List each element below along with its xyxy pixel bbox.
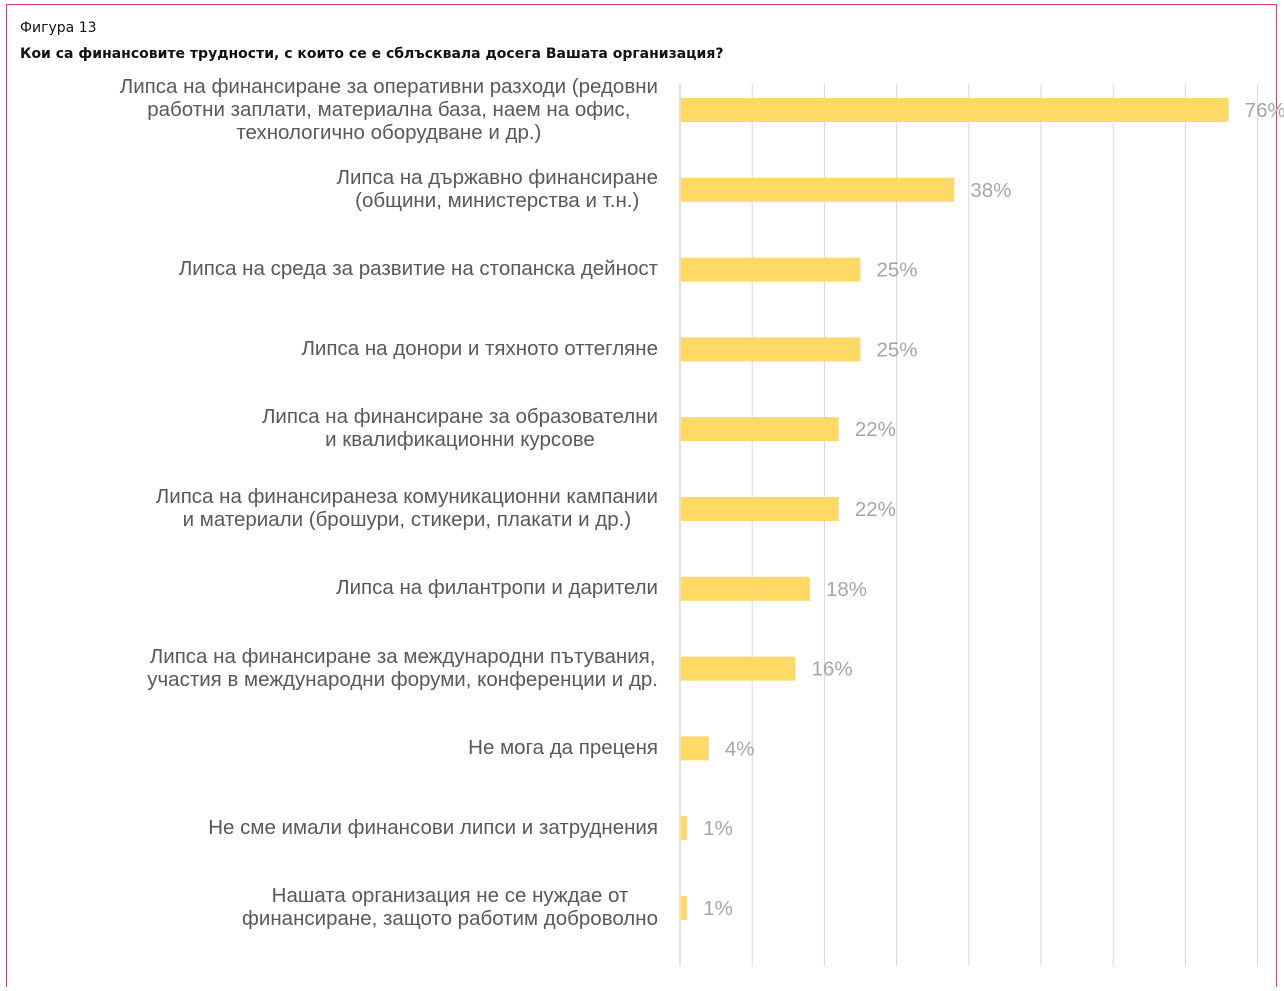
category-label: Липса на финансиране за оперативни разхо…: [119, 74, 658, 144]
category-label: Не мога да преценя: [468, 735, 658, 759]
data-label: 18%: [826, 578, 867, 601]
data-label: 22%: [855, 418, 896, 441]
bar: [681, 896, 688, 920]
figure-title: Кои са финансовите трудности, с които се…: [20, 46, 724, 62]
category-label: Липса на донори и тяхното оттегляне: [301, 336, 658, 360]
data-label: 25%: [877, 338, 918, 361]
bar: [681, 177, 955, 202]
category-label: Липса на среда за развитие на стопанска …: [178, 257, 658, 281]
category-label: Липса на финансиране за международни път…: [147, 644, 658, 691]
category-label: Липса на филантропи и дарители: [336, 576, 658, 600]
category-label: Нашата организация не се нуждае от финан…: [242, 884, 658, 930]
data-label: 76%: [1245, 99, 1284, 122]
bar: [681, 417, 839, 442]
bar: [681, 98, 1229, 122]
bar: [681, 337, 861, 362]
data-label: 4%: [725, 737, 755, 760]
category-label: Липса на финансиране за образователни и …: [261, 405, 658, 452]
bar: [681, 497, 839, 521]
category-label: Липса на финансиранеза комуникационни ка…: [155, 485, 658, 531]
data-label: 16%: [812, 658, 853, 681]
data-label: 22%: [855, 498, 896, 521]
bar: [681, 736, 709, 761]
bar: [681, 576, 810, 601]
data-label: 1%: [703, 817, 733, 840]
data-label: 25%: [877, 259, 918, 282]
data-label: 38%: [970, 179, 1011, 202]
figure-label: Фигура 13: [20, 20, 97, 36]
category-label: Не сме имали финансови липси и затруднен…: [208, 815, 658, 839]
figure-frame: [6, 4, 1277, 987]
bar: [681, 257, 861, 282]
data-label: 1%: [703, 897, 733, 920]
bar: [681, 816, 688, 841]
bar: [681, 656, 796, 681]
category-label: Липса на държавно финансиране (общини, м…: [336, 165, 658, 212]
